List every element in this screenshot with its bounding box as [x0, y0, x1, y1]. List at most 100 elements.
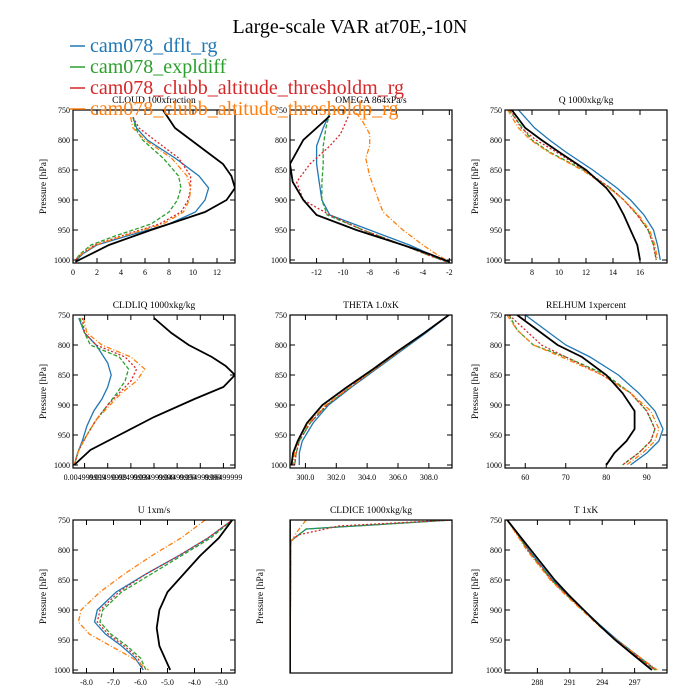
x-tick-label: 0	[71, 268, 75, 277]
series-line	[506, 520, 653, 671]
chart-panel: THETA 1.0xK 750 800 850 900 950 1000 300.0 302.0…	[271, 301, 453, 482]
x-tick-label: 60	[521, 473, 529, 482]
series-line	[293, 315, 450, 466]
x-tick-label: 16	[636, 268, 644, 277]
y-axis-label: Pressure [hPa]	[39, 159, 49, 214]
y-tick-label: 900	[490, 606, 502, 615]
series-line	[73, 317, 146, 466]
series-line	[93, 520, 233, 671]
series-line	[73, 317, 235, 466]
x-tick-label: 0.054999999	[179, 473, 221, 482]
chart-panel: U 1xm/s 750 800 850 900 950 1000 -8.0 -7.0 -6.0 -5…	[39, 506, 236, 687]
panel-title: CLDLIQ 1000xkg/kg	[113, 301, 196, 311]
figure-title: Large-scale VAR at70E,-10N	[233, 16, 468, 38]
plot-frame	[72, 519, 236, 674]
series-line	[290, 520, 452, 673]
y-tick-label: 950	[275, 431, 287, 440]
y-axis-label: Pressure [hPa]	[39, 364, 49, 419]
chart-panel: OMEGA 864xPa/s 750 800 850 900 950 1000 -12 -10 -…	[271, 96, 453, 277]
x-tick-label: 10	[189, 268, 197, 277]
series-line	[77, 520, 206, 671]
y-tick-label: 1000	[271, 256, 287, 265]
x-tick-label: 306.0	[389, 473, 407, 482]
series-line	[290, 520, 307, 673]
y-tick-label: 950	[275, 226, 287, 235]
y-tick-label: 800	[490, 136, 502, 145]
y-tick-label: 900	[275, 196, 287, 205]
panel-title: CLOUD 100xfraction	[112, 95, 196, 106]
y-tick-label: 750	[275, 106, 287, 115]
series-line	[292, 315, 450, 466]
x-tick-label: -10	[338, 268, 349, 277]
series-line	[506, 520, 656, 671]
y-tick-label: 950	[490, 431, 502, 440]
y-tick-label: 850	[490, 166, 502, 175]
y-tick-label: 850	[58, 371, 70, 380]
x-tick-label: 12	[213, 268, 221, 277]
series-line	[298, 315, 450, 465]
y-tick-label: 800	[490, 546, 502, 555]
x-tick-label: 0.01499999	[89, 473, 127, 482]
x-tick-label: 10	[555, 268, 563, 277]
y-tick-label: 800	[275, 136, 287, 145]
chart-panel: CLDLIQ 1000xkg/kg 750 800 850 900 950 1000 0.00…	[39, 301, 242, 482]
plot-frame	[504, 519, 668, 674]
panel-title: T 1xK	[574, 506, 599, 516]
y-tick-label: 1000	[54, 461, 70, 470]
y-tick-label: 900	[58, 606, 70, 615]
y-tick-label: 800	[490, 341, 502, 350]
x-tick-label: 8	[167, 268, 171, 277]
series-line	[74, 117, 182, 261]
series-line	[155, 520, 234, 671]
y-tick-label: 950	[490, 636, 502, 645]
panel-title: RELHUM 1xpercent	[546, 301, 626, 311]
y-tick-label: 900	[490, 401, 502, 410]
series-line	[290, 520, 452, 673]
x-tick-label: -12	[311, 268, 322, 277]
x-tick-label: 308.0	[420, 473, 438, 482]
series-line	[73, 317, 138, 466]
series-line	[508, 315, 656, 466]
series-line	[290, 115, 450, 263]
y-tick-label: 950	[58, 636, 70, 645]
x-tick-label: 6	[143, 268, 147, 277]
series-line	[290, 315, 450, 466]
y-tick-label: 750	[490, 311, 502, 320]
series-line	[74, 116, 192, 261]
y-tick-label: 850	[58, 166, 70, 175]
x-tick-label: 291	[564, 678, 576, 687]
y-tick-label: 800	[58, 341, 70, 350]
x-tick-label: -4	[419, 268, 426, 277]
x-tick-label: 2	[95, 268, 99, 277]
plot-frame	[289, 109, 453, 264]
series-line	[295, 112, 447, 263]
x-tick-label: 288	[531, 678, 543, 687]
series-line	[506, 315, 660, 466]
plot-frame	[504, 109, 668, 264]
series-line	[99, 520, 233, 671]
legend-label: cam078_expldiff	[90, 56, 227, 78]
y-tick-label: 900	[490, 196, 502, 205]
legend-label: cam078_clubb_altitude_thresholdp_rg	[90, 98, 398, 120]
y-axis-label: Pressure [hPa]	[471, 364, 481, 419]
y-tick-label: 900	[58, 401, 70, 410]
y-tick-label: 750	[275, 311, 287, 320]
x-tick-label: -6	[393, 268, 400, 277]
x-tick-label: -7.0	[107, 678, 120, 687]
x-tick-label: -8	[366, 268, 373, 277]
y-tick-label: 850	[490, 371, 502, 380]
plot-frame	[289, 314, 453, 469]
series-line	[96, 520, 233, 671]
series-line	[506, 520, 657, 671]
legend-label: cam078_dflt_rg	[90, 35, 217, 57]
x-tick-label: -8.0	[80, 678, 93, 687]
x-tick-label: 70	[562, 473, 570, 482]
y-tick-label: 800	[58, 546, 70, 555]
series-line	[516, 315, 636, 466]
series-line	[508, 315, 656, 466]
x-tick-label: 8	[530, 268, 534, 277]
y-tick-label: 1000	[54, 256, 70, 265]
